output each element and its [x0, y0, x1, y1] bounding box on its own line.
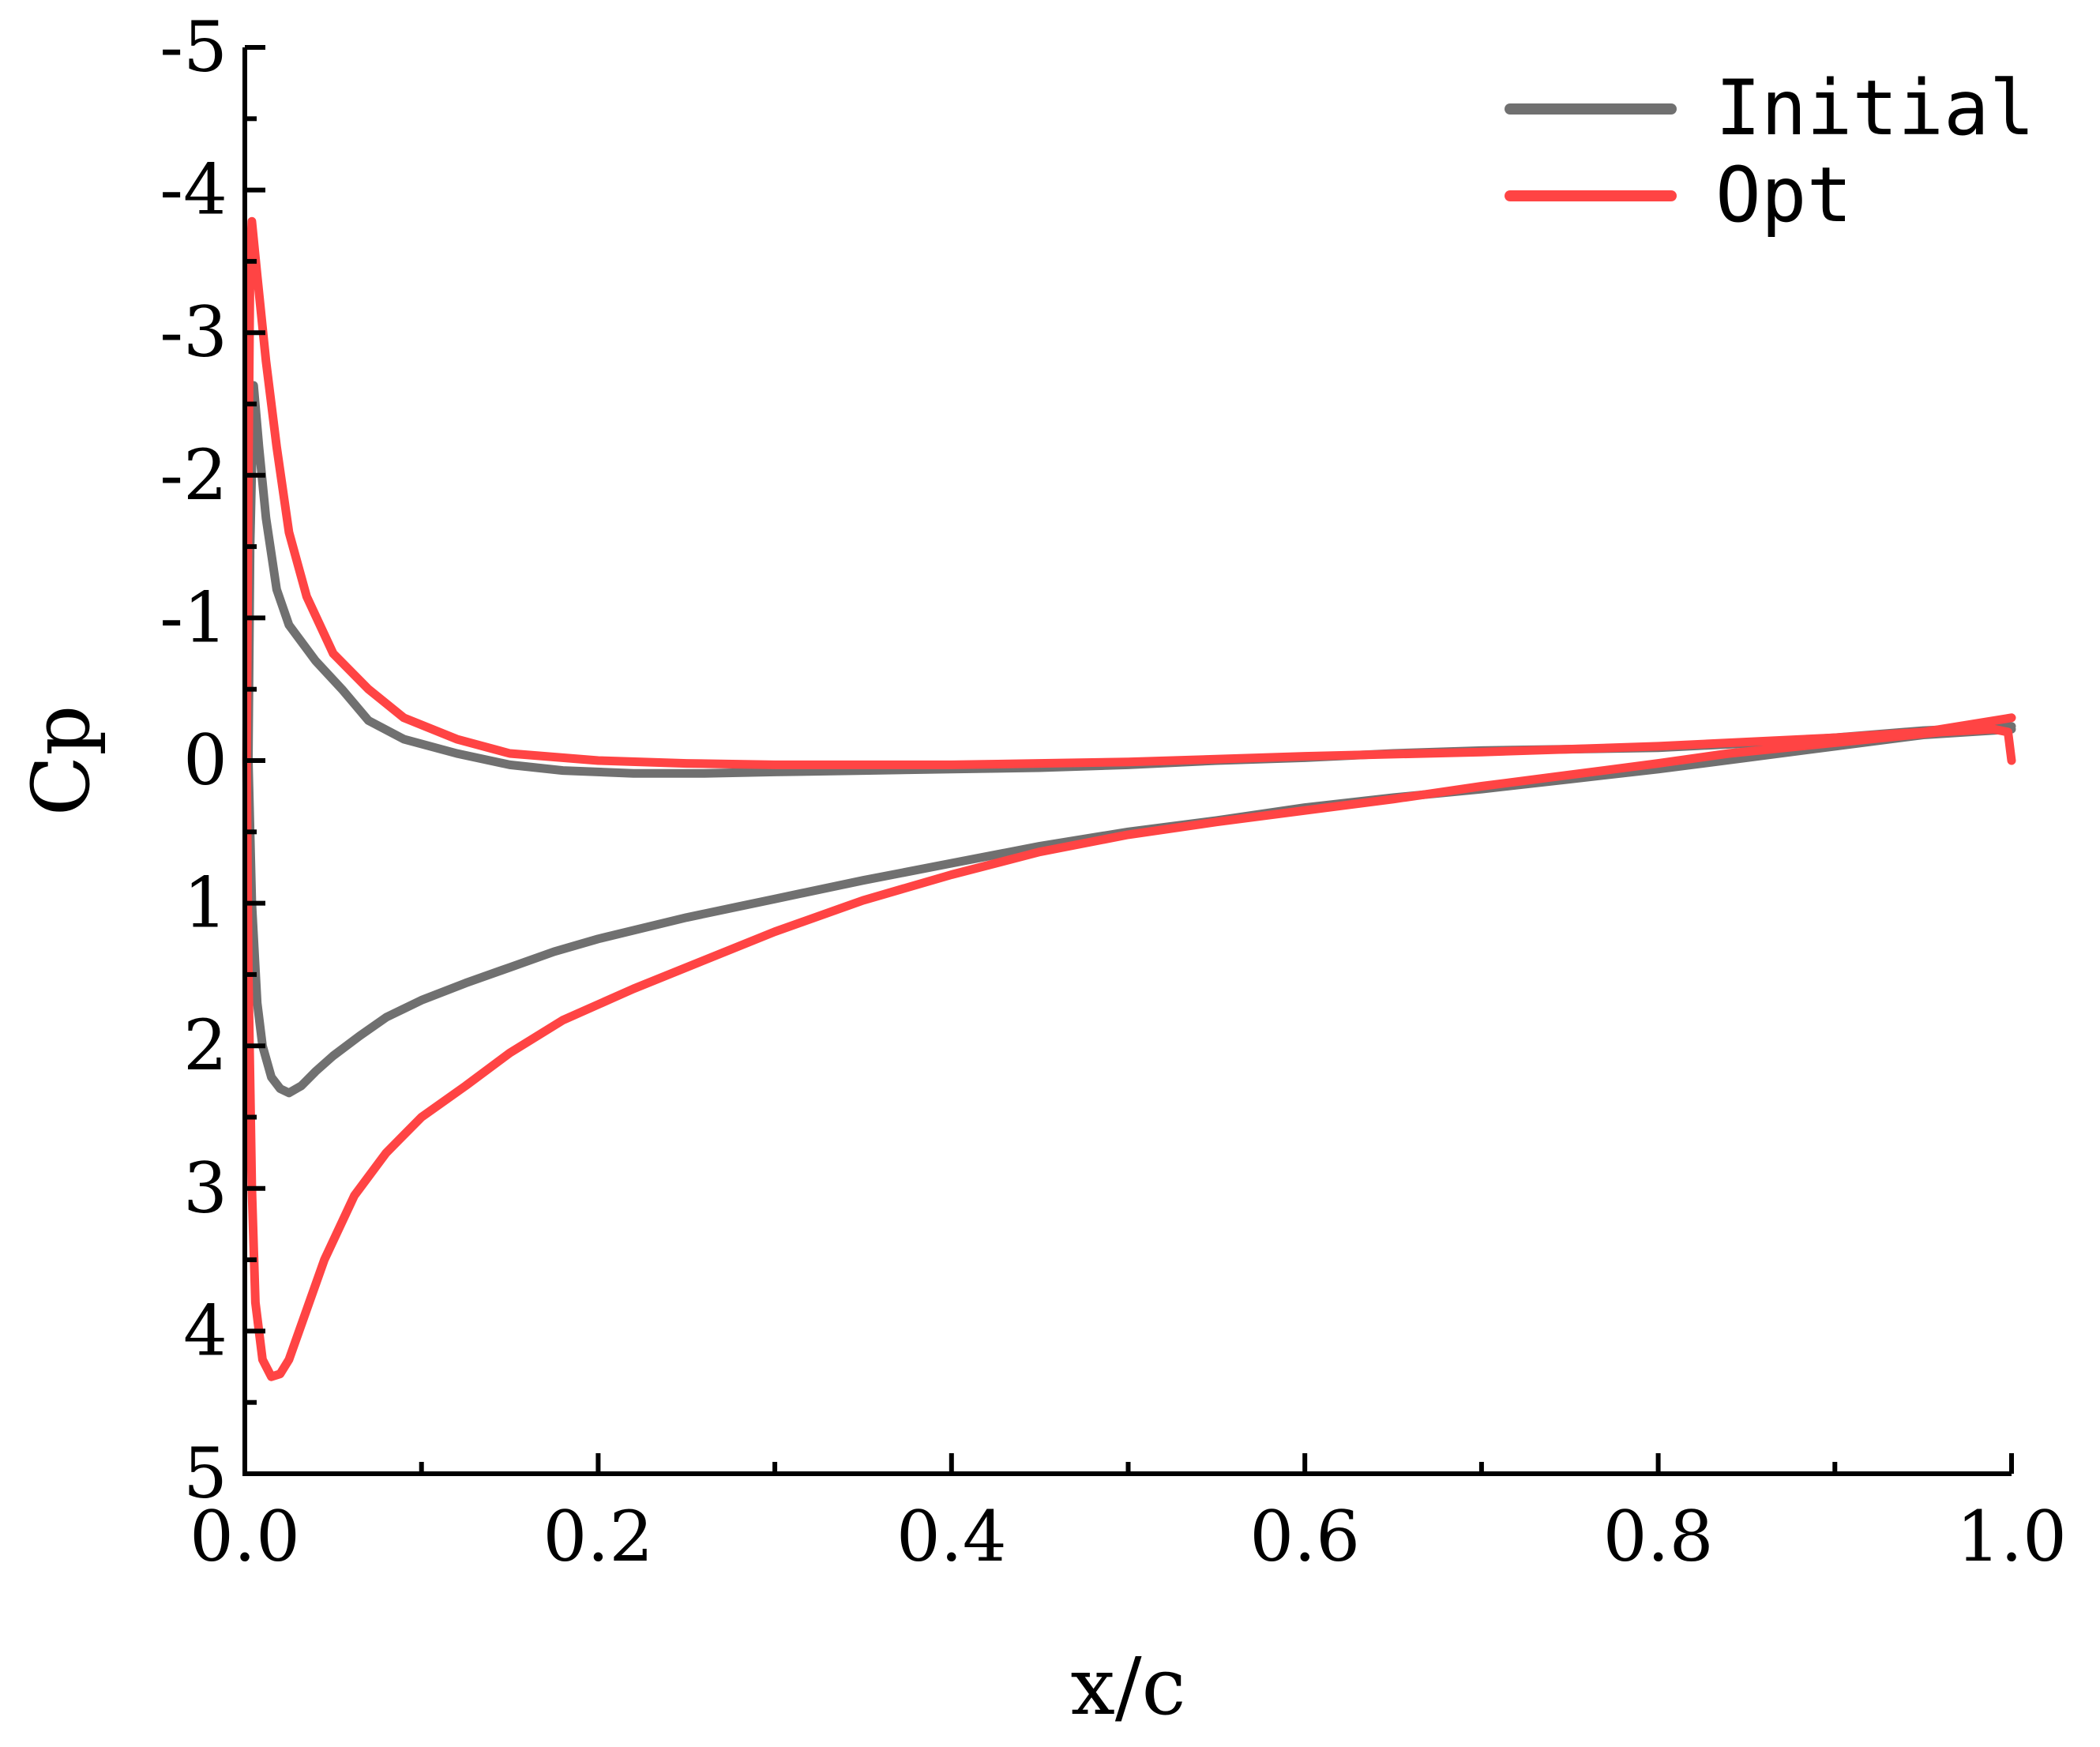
y-tick-label: -1 [160, 577, 227, 658]
y-tick-label: 0 [183, 719, 227, 801]
y-tick-label: -2 [160, 434, 227, 516]
y-tick-label: 5 [183, 1433, 227, 1514]
series-layer [242, 216, 2016, 1381]
x-tick-label: 0.2 [543, 1496, 653, 1577]
y-tick-label: 1 [183, 862, 227, 944]
y-tick-label: 4 [183, 1290, 227, 1371]
y-tick-label: -5 [160, 6, 227, 88]
y-tick-label: 3 [183, 1148, 227, 1229]
x-tick-label: 0.6 [1249, 1496, 1360, 1577]
y-axis-title: Cp [15, 705, 107, 817]
x-tick-label: 0.0 [190, 1496, 300, 1577]
axes: -5 -4 -3 -2 -1 0 1 2 3 4 50.0 0.2 0.4 0.6 0.8 1.0 x/c Cp [15, 6, 2067, 1733]
x-tick-label: 0.4 [896, 1496, 1007, 1577]
x-tick-label: 0.8 [1603, 1496, 1714, 1577]
series-line-opt [242, 216, 2016, 1381]
y-tick-label: -3 [160, 291, 227, 373]
legend-label-initial: Initial [1715, 64, 2035, 152]
x-axis-title: x/c [1070, 1640, 1185, 1733]
x-tick-label: 1.0 [1956, 1496, 2067, 1577]
y-tick-label: -4 [160, 149, 227, 231]
legend-label-opt: Opt [1715, 151, 1852, 239]
y-tick-label: 2 [183, 1005, 227, 1086]
